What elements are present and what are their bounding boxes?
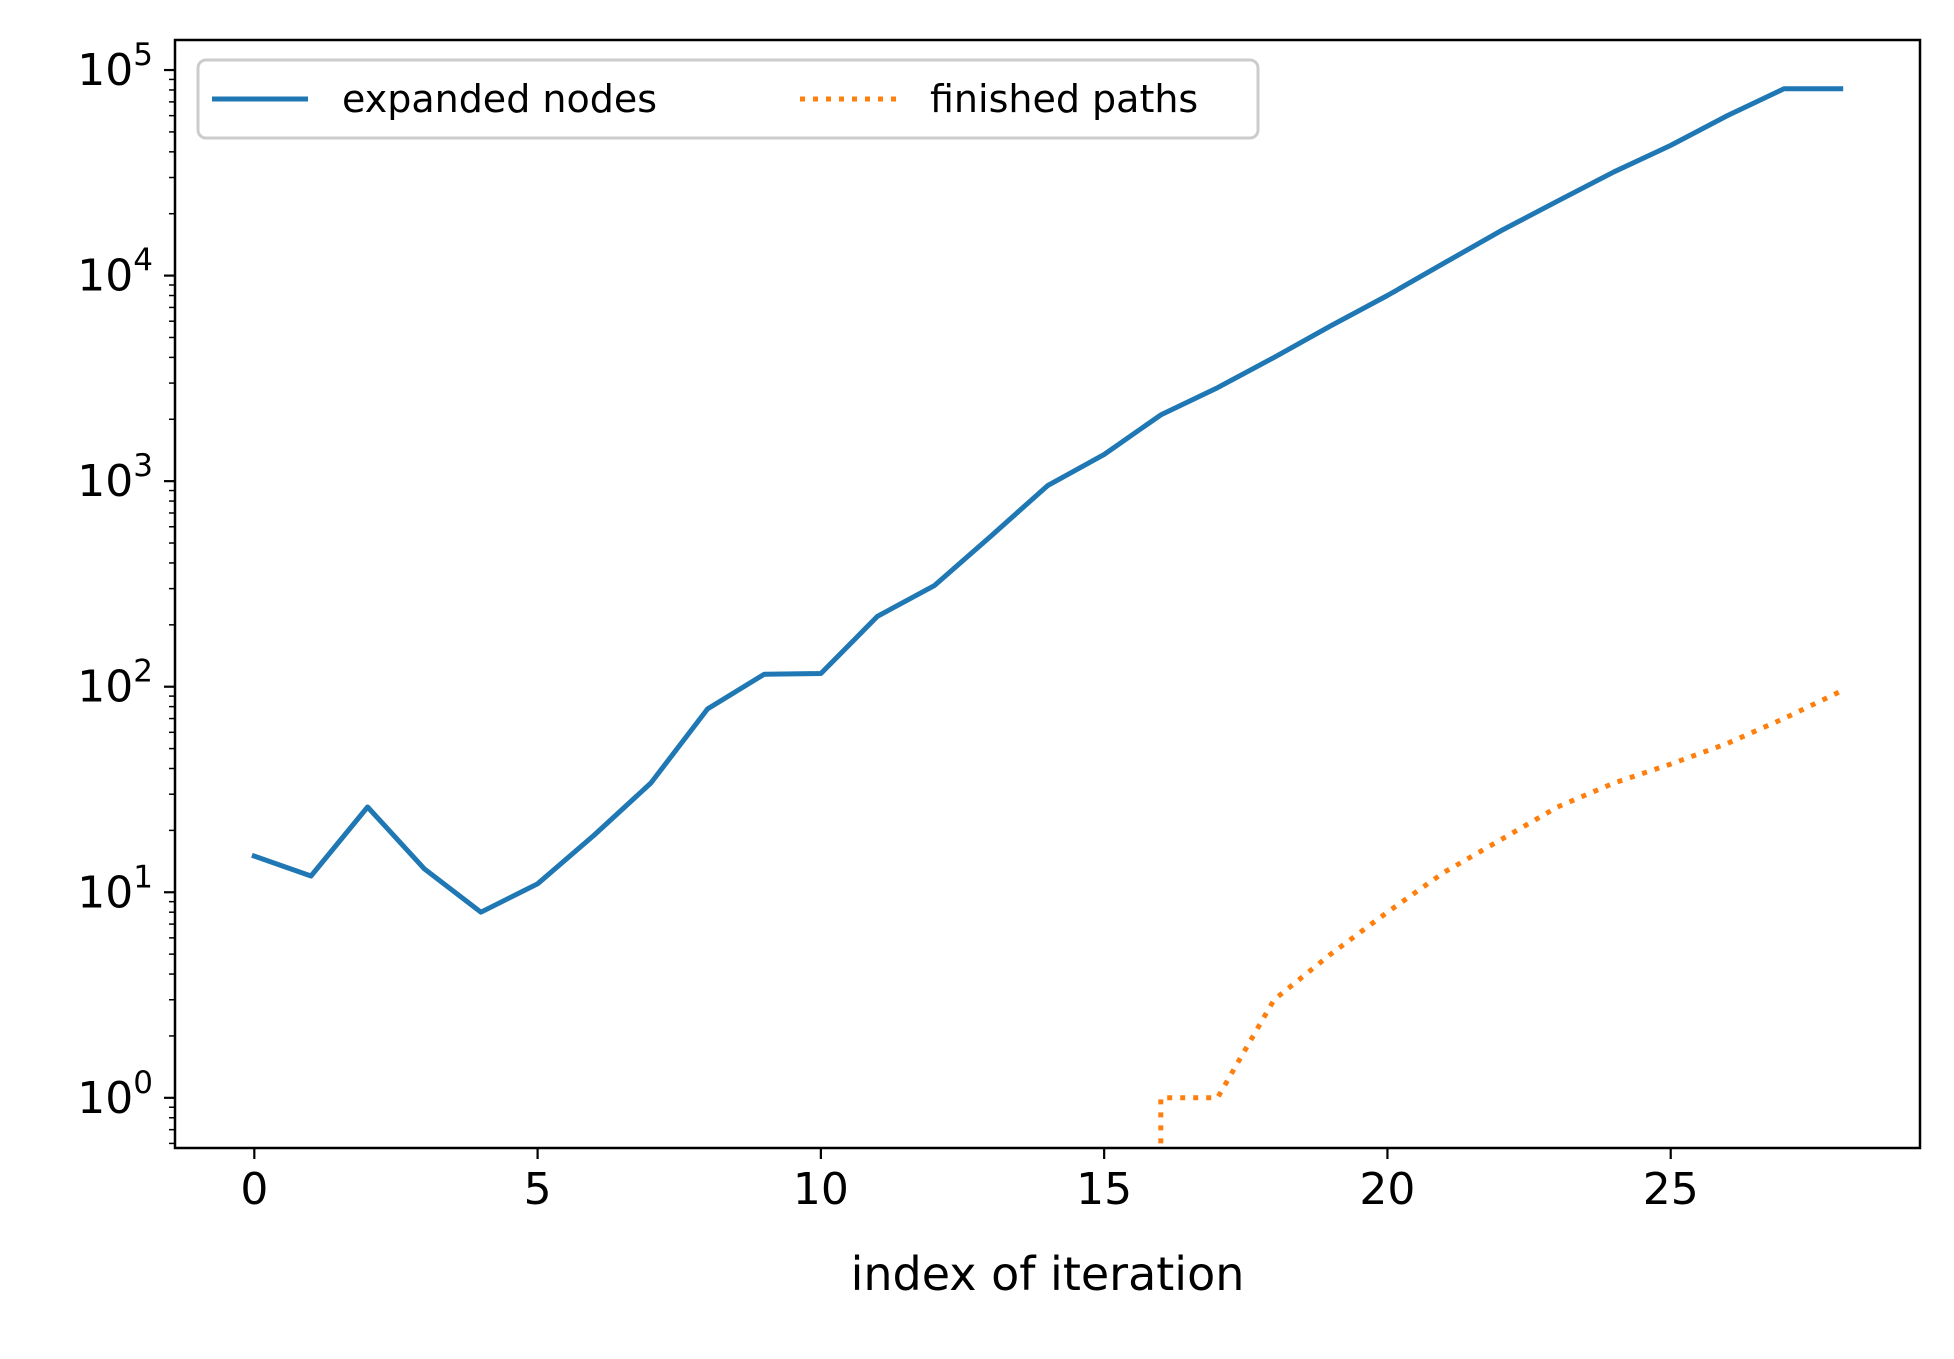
x-axis: 0 5 10 15 20 25 bbox=[240, 1148, 1699, 1215]
legend: expanded nodes finished paths bbox=[196, 58, 1260, 140]
series-line-finished-paths bbox=[1158, 689, 1842, 1144]
y-tick-label: 104 bbox=[77, 243, 153, 302]
y-tick-label: 105 bbox=[77, 37, 153, 96]
y-axis: 100 101 102 103 104 105 bbox=[77, 37, 175, 1124]
y-tick-label: 102 bbox=[77, 654, 153, 713]
x-tick-label: 25 bbox=[1643, 1164, 1699, 1215]
plot-frame bbox=[173, 38, 1922, 1150]
y-tick-label: 100 bbox=[77, 1065, 153, 1124]
legend-label-expanded-nodes: expanded nodes bbox=[342, 77, 657, 121]
y-tick-label: 101 bbox=[77, 859, 153, 918]
x-tick-label: 10 bbox=[793, 1164, 849, 1215]
x-tick-label: 15 bbox=[1076, 1164, 1132, 1215]
x-tick-label: 20 bbox=[1359, 1164, 1415, 1215]
y-tick-label: 103 bbox=[77, 448, 153, 507]
plot-lines bbox=[251, 86, 1844, 1144]
x-axis-label: index of iteration bbox=[851, 1247, 1245, 1301]
legend-box bbox=[196, 58, 1260, 140]
x-tick-label: 5 bbox=[524, 1164, 552, 1215]
legend-label-finished-paths: finished paths bbox=[930, 77, 1198, 121]
series-line-expanded-nodes bbox=[251, 86, 1844, 915]
x-tick-label: 0 bbox=[240, 1164, 268, 1215]
